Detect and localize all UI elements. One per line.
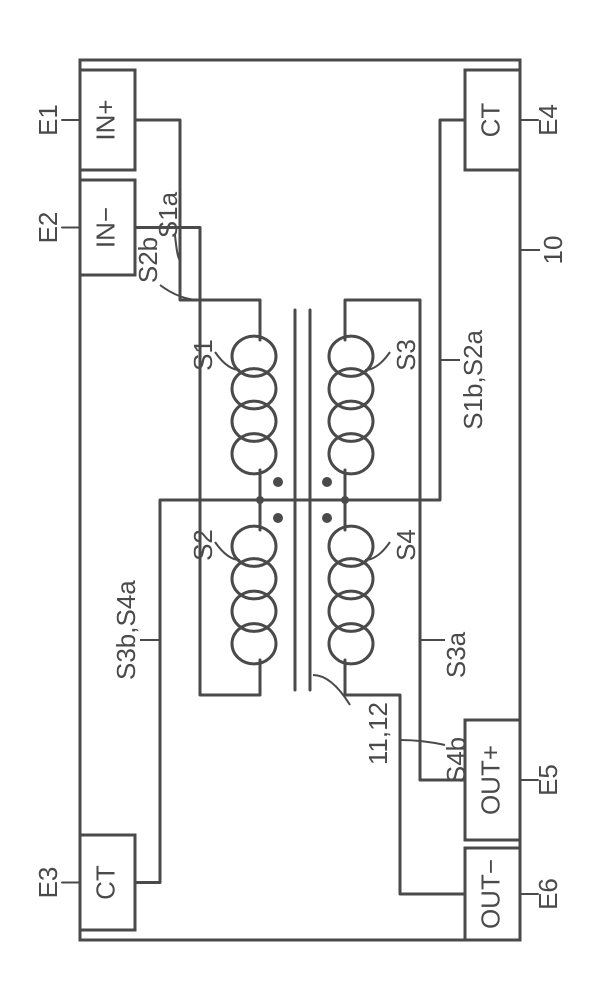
label-10: 10 [538, 236, 568, 265]
label-S3bS4a: S3b,S4a [111, 580, 141, 680]
label-S2b: S2b [133, 237, 163, 283]
label-S1bS2a: S1b,S2a [458, 329, 488, 429]
coil-S4-label: S4 [391, 529, 421, 561]
terminal-E4-label: CT [475, 103, 505, 138]
terminal-E6-ext: E6 [533, 878, 563, 910]
core-label: 11,12 [363, 702, 393, 765]
terminal-E3-ext: E3 [33, 867, 63, 899]
terminal-E1-ext: E1 [33, 104, 63, 136]
label-S1a: S1a [153, 191, 183, 238]
terminal-E1-label: IN+ [90, 99, 120, 140]
coil-S3-label: S3 [391, 339, 421, 371]
schematic-stage: IN+ E1 IN− E2 CT E3 CT E4 OUT+ E5 OUT− E6 11,12 S1 S2 S… [0, 0, 602, 1000]
coil-S1-label: S1 [188, 339, 218, 371]
terminal-E4-ext: E4 [533, 104, 563, 136]
label-S3a: S3a [441, 631, 471, 678]
terminal-E5-label: OUT+ [475, 745, 505, 815]
coil-S2-label: S2 [188, 529, 218, 561]
label-S4b: S4b [441, 737, 471, 783]
terminal-E3-label: CT [90, 865, 120, 900]
terminal-E2-label: IN− [90, 207, 120, 248]
terminal-E5-ext: E5 [533, 764, 563, 796]
terminal-E6-label: OUT− [475, 859, 505, 929]
terminal-E2-ext: E2 [33, 212, 63, 244]
schematic-svg: IN+ E1 IN− E2 CT E3 CT E4 OUT+ E5 OUT− E6 11,12 S1 S2 S… [0, 0, 602, 1000]
